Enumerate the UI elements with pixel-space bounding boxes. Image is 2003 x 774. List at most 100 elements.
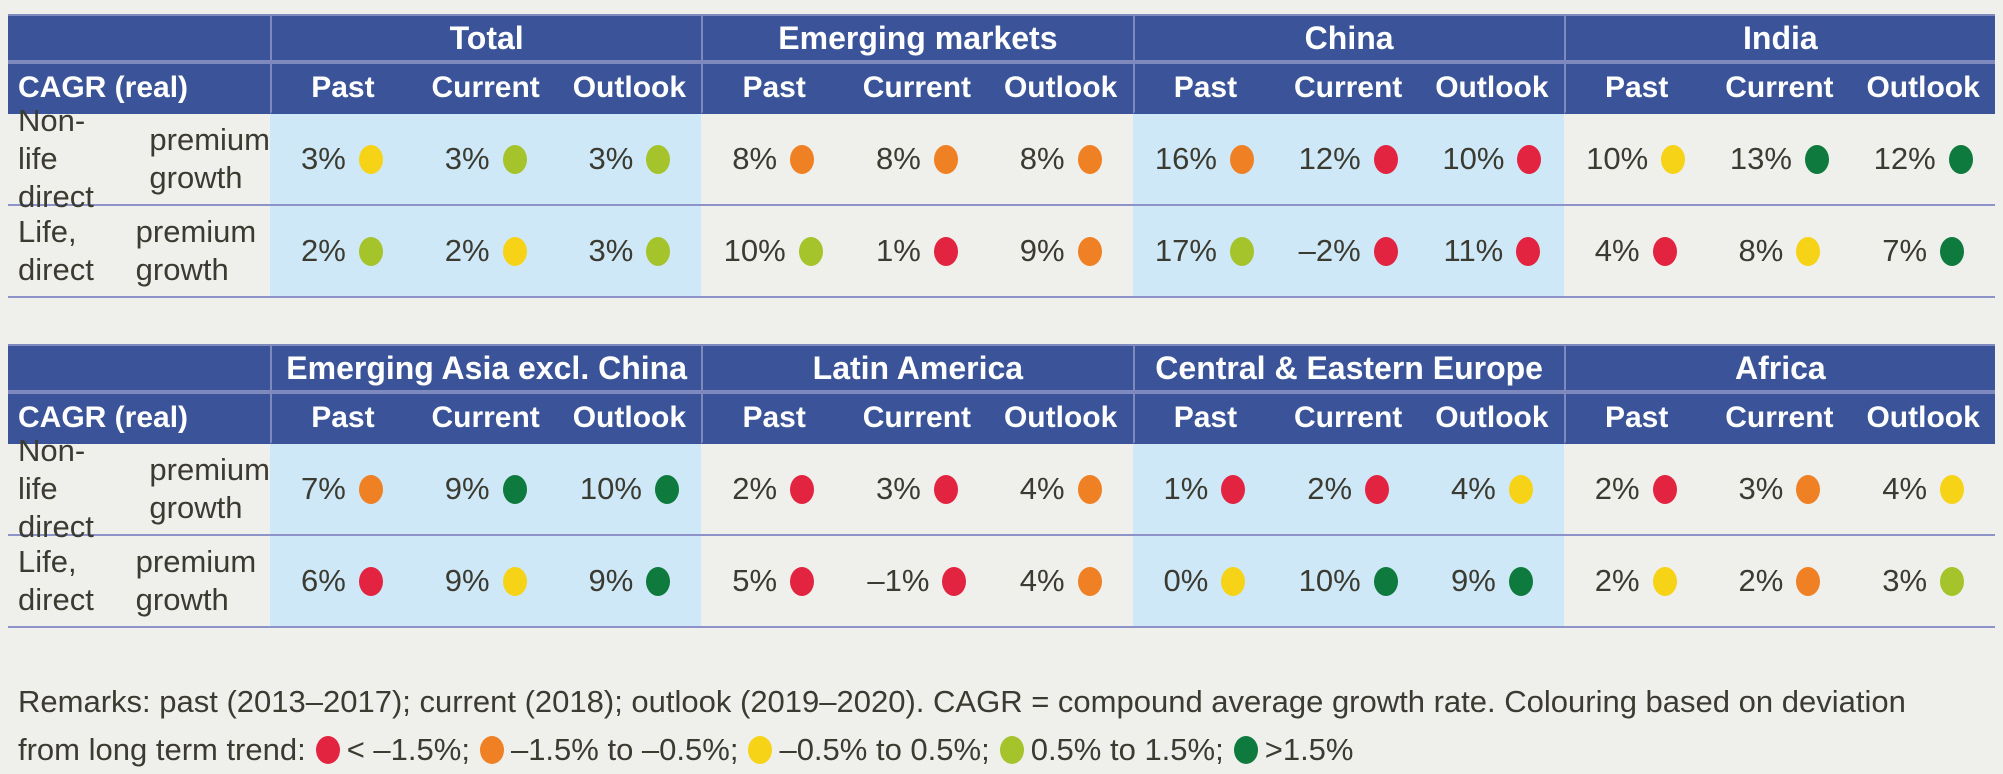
cell-value: 13% [1729,141,1792,176]
growth-table-regions-2: Emerging Asia excl. China Latin America Ce… [8,344,1995,628]
sub-header-label: Current [1725,401,1834,434]
dark-green-dot-icon [654,474,679,504]
sub-header-past: Past [701,394,845,444]
yellow-dot-icon [1940,474,1965,504]
orange-dot-icon [479,736,504,764]
remarks-line2: from long term trend: < –1.5%; –1.5% to –0… [18,732,1353,767]
cell-value: 7% [1882,233,1928,268]
value-cell: 9% [988,206,1133,298]
group-header: Emerging markets [701,14,1133,64]
cell-value: 3% [1882,563,1928,598]
value-cell: 10% [701,206,845,298]
sub-header-outlook: Outlook [988,394,1133,444]
sub-header-past: Past [1563,64,1708,114]
cell-value: 1% [1163,471,1209,506]
cell-value: 9% [1019,233,1065,268]
red-dot-icon [1516,236,1541,266]
value-cell: 12% [1276,114,1420,206]
cell-value: 2% [1594,563,1640,598]
sub-header-current: Current [413,64,558,114]
cell-value: 3% [875,471,921,506]
sub-header-current: Current [845,64,989,114]
group-header-label: Emerging markets [778,19,1058,56]
group-header: Central & Eastern Europe [1132,344,1564,394]
dark-green-dot-icon [646,566,671,596]
remarks: Remarks: past (2013–2017); current (2018… [18,678,2003,774]
cell-value: 7% [300,471,346,506]
group-header-label: Emerging Asia excl. China [286,349,687,386]
light-green-dot-icon [1940,566,1965,596]
red-dot-icon [790,474,815,504]
cell-value: 2% [1307,471,1353,506]
sub-header-outlook: Outlook [1851,394,1995,444]
value-cell: –1% [845,536,989,628]
sub-header-label: Outlook [1866,401,1980,434]
group-header: Total [270,14,702,64]
cell-value: 4% [1019,563,1065,598]
yellow-dot-icon [1508,474,1533,504]
cell-value: 9% [444,471,490,506]
red-dot-icon [1221,474,1246,504]
remarks-line2-prefix: from long term trend: [18,732,306,767]
cell-value: 2% [1594,471,1640,506]
orange-dot-icon [1229,144,1254,174]
sub-header-label: Current [431,71,540,104]
row-header-title: CAGR (real) [8,394,270,444]
row-label-text: premium growth [135,544,257,617]
row-label-text: Non-life direct [18,103,103,214]
cell-value: 6% [300,563,346,598]
value-cell: 2% [1563,444,1708,536]
red-dot-icon [1652,236,1677,266]
orange-dot-icon [1077,474,1102,504]
group-header: Africa [1563,344,1995,394]
red-dot-icon [933,236,958,266]
value-cell: 4% [1851,444,1995,536]
light-green-dot-icon [798,236,823,266]
cell-value: 8% [1019,141,1065,176]
dark-green-dot-icon [1508,566,1533,596]
row-header-title: CAGR (real) [8,64,270,114]
value-cell: 4% [988,444,1133,536]
legend-label: –1.5% to –0.5%; [510,732,739,767]
sub-header-outlook: Outlook [1420,394,1564,444]
cell-value: 12% [1873,141,1936,176]
sub-header-current: Current [1707,64,1852,114]
cell-value: 4% [1450,471,1496,506]
sub-header-outlook: Outlook [1420,64,1564,114]
cell-value: 9% [1450,563,1496,598]
yellow-dot-icon [1652,566,1677,596]
dark-green-dot-icon [1940,236,1965,266]
cell-value: 2% [444,233,490,268]
value-cell: 9% [413,536,558,628]
cell-value: –2% [1298,233,1361,268]
sub-header-label: Current [862,401,972,434]
value-cell: 2% [270,206,414,298]
light-green-dot-icon [999,736,1024,764]
cell-value: 3% [588,233,634,268]
yellow-dot-icon [748,736,773,764]
group-header-label: Central & Eastern Europe [1155,349,1543,386]
legend-label: 0.5% to 1.5%; [1030,732,1224,767]
row-label: Non-life direct premium growth [8,103,270,214]
sub-header-current: Current [845,394,989,444]
cell-value: 4% [1882,471,1928,506]
value-cell: 8% [988,114,1133,206]
legend-label: –0.5% to 0.5%; [779,732,990,767]
sub-header-label: Past [311,71,375,104]
value-cell: 3% [413,114,558,206]
sub-header-label: Current [1293,401,1403,434]
group-header: India [1563,14,1995,64]
orange-dot-icon [1077,566,1102,596]
remarks-line1: Remarks: past (2013–2017); current (2018… [18,684,1906,719]
sub-header-label: Past [1604,401,1669,434]
group-header-label: China [1304,19,1394,56]
red-dot-icon [1373,236,1398,266]
sub-header-label: Outlook [572,401,687,434]
yellow-dot-icon [502,566,527,596]
group-header-label: India [1743,19,1818,56]
dark-green-dot-icon [1948,144,1973,174]
sub-header-label: Past [742,71,806,104]
value-cell: 7% [270,444,414,536]
cell-value: 5% [732,563,778,598]
value-cell: 3% [270,114,414,206]
